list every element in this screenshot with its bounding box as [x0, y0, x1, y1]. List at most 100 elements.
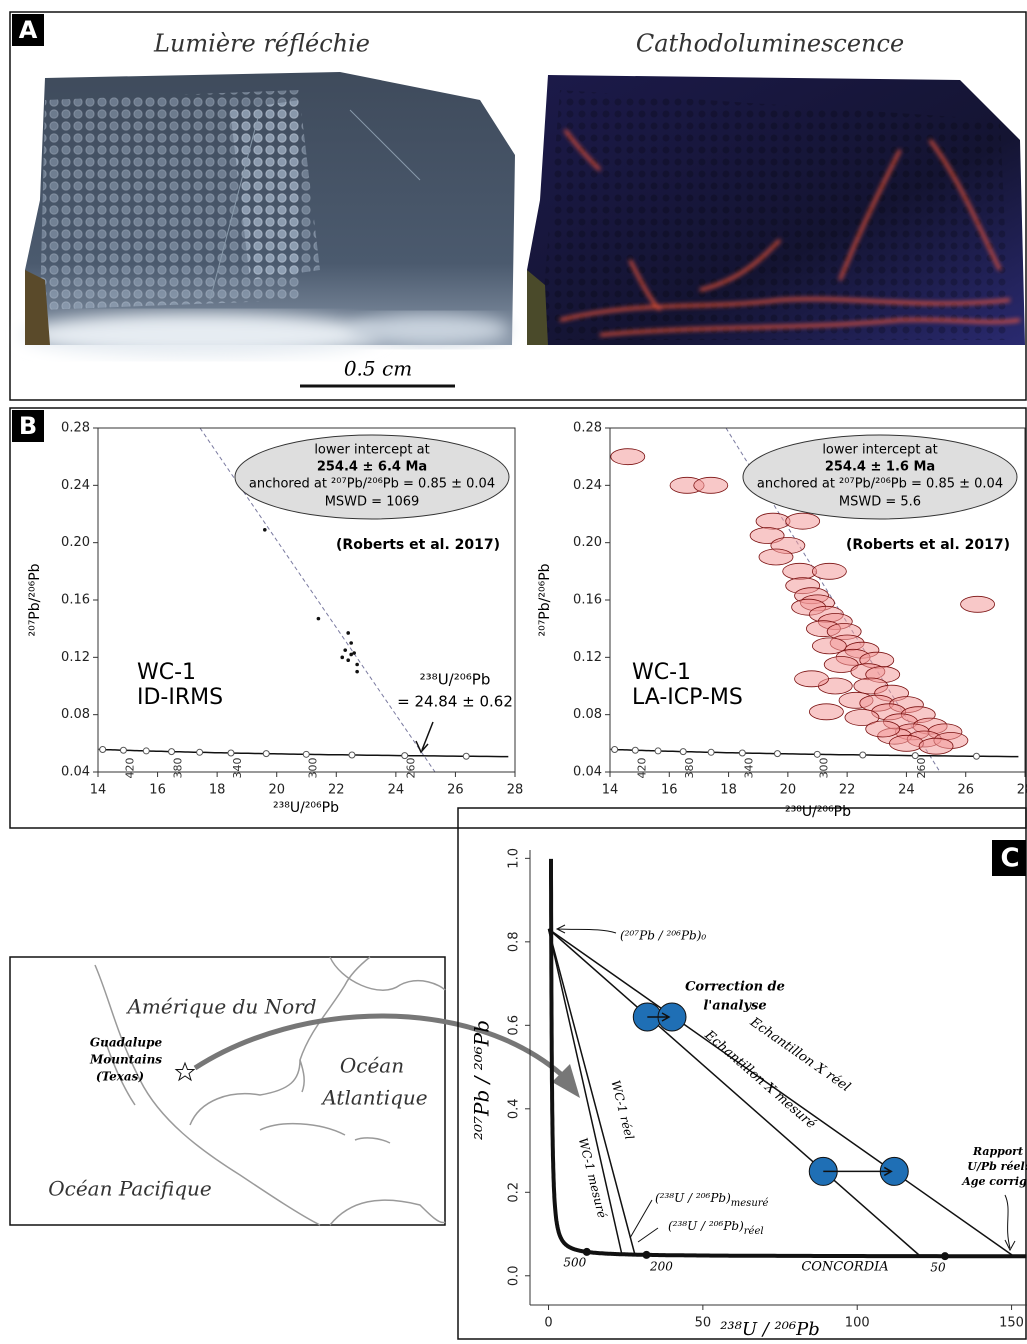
- concordia-node: [143, 748, 149, 754]
- concordia-age-label: 260: [405, 758, 418, 779]
- data-point: [346, 658, 350, 662]
- annotation: (²⁰⁷Pb / ²⁰⁶Pb)₀: [620, 929, 706, 943]
- concordia-node: [303, 751, 309, 757]
- y-axis-label: ²⁰⁷Pb / ²⁰⁶Pb: [470, 1020, 494, 1140]
- photo-title: Lumière réfléchie: [153, 30, 370, 58]
- data-point: [355, 670, 359, 674]
- x-tick-label: 26: [957, 783, 974, 798]
- concordia-age-label: 380: [683, 758, 696, 779]
- annotation-subscript: mesuré: [731, 1198, 769, 1209]
- sample-label: ID-IRMS: [137, 685, 223, 710]
- x-tick-label: 24: [388, 783, 405, 798]
- result-text: 254.4 ± 6.4 Ma: [317, 460, 427, 475]
- annotation: (²³⁸U / ²⁰⁶Pb)mesuré: [655, 1191, 769, 1209]
- cathodoluminescence-photo: [527, 75, 1025, 345]
- data-ellipse: [786, 513, 820, 529]
- panel-label: A: [19, 16, 38, 44]
- concordia-node: [708, 749, 714, 755]
- y-tick-label: 0.8: [507, 931, 522, 952]
- concordia-node: [860, 752, 866, 758]
- concordia-node: [197, 749, 203, 755]
- data-point: [263, 528, 267, 532]
- concordia-age-label: 300: [306, 758, 319, 779]
- data-ellipse: [809, 704, 843, 720]
- y-tick-label: 0.2: [507, 1182, 522, 1203]
- y-tick-label: 0.04: [61, 765, 90, 780]
- panel-label: B: [19, 412, 37, 440]
- data-point: [343, 648, 347, 652]
- intercept-arrow: [416, 722, 433, 752]
- annotation: Age corrigé: [961, 1175, 1027, 1188]
- x-tick-label: 18: [720, 783, 737, 798]
- x-tick-label: 28: [1017, 783, 1027, 798]
- annotation-arrow: [630, 1200, 658, 1242]
- concordia-age-label: 300: [817, 758, 830, 779]
- reference: (Roberts et al. 2017): [846, 537, 1010, 553]
- map-label: Guadalupe: [90, 1036, 163, 1050]
- x-tick-label: 18: [209, 783, 226, 798]
- annotation-part: (²³⁸U / ²⁰⁶Pb): [655, 1191, 731, 1205]
- x-tick-label: 28: [507, 783, 524, 798]
- concordia-age-label: 420: [123, 758, 136, 779]
- x-tick-label: 150: [999, 1316, 1024, 1331]
- x-tick-label: 14: [90, 783, 107, 798]
- y-tick-label: 0.24: [573, 478, 602, 493]
- y-tick-label: 0.6: [507, 1015, 522, 1036]
- data-point: [340, 656, 344, 660]
- x-tick-label: 24: [898, 783, 915, 798]
- concordia-node: [349, 752, 355, 758]
- concordia-node: [263, 751, 269, 757]
- data-point: [346, 631, 350, 635]
- y-tick-label: 0.16: [573, 593, 602, 608]
- data-point: [355, 663, 359, 667]
- annotation: U/Pb réel:: [967, 1160, 1027, 1173]
- annotation-arrow: [1005, 1195, 1015, 1250]
- scale-bar-label: 0.5 cm: [344, 357, 412, 381]
- result-text: lower intercept at: [314, 443, 429, 458]
- y-tick-label: 0.08: [573, 707, 602, 722]
- data-ellipse: [866, 721, 900, 737]
- x-tick-label: 26: [447, 783, 464, 798]
- y-tick-label: 0.04: [573, 765, 602, 780]
- data-ellipse: [756, 513, 790, 529]
- map-label: Mountains: [89, 1053, 162, 1067]
- x-axis-label: ²³⁸U/²⁰⁶Pb: [785, 804, 851, 820]
- concordia: [551, 859, 1027, 1256]
- x-tick-label: 50: [695, 1316, 712, 1331]
- x-axis-label: ²³⁸U / ²⁰⁶Pb: [720, 1319, 820, 1340]
- x-tick-label: 14: [602, 783, 619, 798]
- y-tick-label: 0.0: [507, 1265, 522, 1286]
- annotation: Echantillon X mesuré: [701, 1027, 819, 1132]
- y-tick-label: 0.28: [61, 421, 90, 436]
- sample-label: WC-1: [137, 660, 196, 685]
- data-ellipse: [919, 738, 953, 754]
- concordia-age-label: 420: [635, 758, 648, 779]
- result-text: anchored at ²⁰⁷Pb/²⁰⁶Pb = 0.85 ± 0.04: [249, 477, 495, 492]
- map-label: Atlantique: [320, 1086, 427, 1110]
- annotation-part: (²³⁸U / ²⁰⁶Pb): [668, 1219, 744, 1233]
- result-text: MSWD = 5.6: [839, 495, 921, 510]
- y-tick-label: 0.24: [61, 478, 90, 493]
- annotation: Rapport: [972, 1145, 1023, 1158]
- y-tick-label: 0.4: [507, 1098, 522, 1119]
- concordia-age-dot: [642, 1251, 650, 1259]
- data-point: [317, 617, 321, 621]
- y-tick-label: 0.12: [573, 650, 602, 665]
- concordia-node: [973, 753, 979, 759]
- x-tick-label: 20: [780, 783, 797, 798]
- concordia-age-label: 500: [563, 1255, 586, 1269]
- concordia-node: [632, 747, 638, 753]
- y-axis-label: ²⁰⁷Pb/²⁰⁶Pb: [537, 563, 553, 636]
- data-point: [349, 653, 353, 657]
- sample-label: LA-ICP-MS: [632, 685, 743, 710]
- annotation: l'analyse: [703, 999, 766, 1014]
- reflected-light-photo: [20, 72, 515, 357]
- annotation: CONCORDIA: [801, 1260, 888, 1275]
- annotation: (²³⁸U / ²⁰⁶Pb)réel: [668, 1219, 764, 1237]
- annotation-subscript: réel: [744, 1226, 764, 1237]
- annotation: Correction de: [685, 980, 785, 995]
- concordia-age-label: 340: [231, 758, 244, 779]
- concordia-node: [120, 747, 126, 753]
- x-tick-label: 16: [149, 783, 166, 798]
- data-ellipse: [795, 671, 829, 687]
